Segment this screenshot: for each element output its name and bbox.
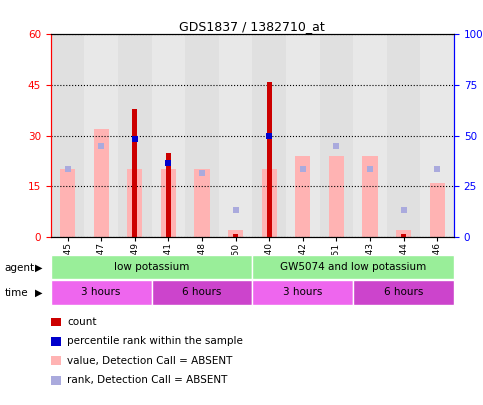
- Bar: [85, 34, 118, 237]
- Bar: [430, 183, 445, 237]
- Text: ▶: ▶: [35, 263, 43, 273]
- Text: low potassium: low potassium: [114, 262, 189, 272]
- Title: GDS1837 / 1382710_at: GDS1837 / 1382710_at: [180, 20, 325, 33]
- Bar: [253, 255, 454, 279]
- Bar: [118, 34, 152, 237]
- Bar: [353, 34, 387, 237]
- Bar: [152, 34, 185, 237]
- Bar: [132, 109, 137, 237]
- Text: 3 hours: 3 hours: [82, 288, 121, 297]
- Bar: [329, 156, 344, 237]
- Bar: [166, 153, 171, 237]
- Text: percentile rank within the sample: percentile rank within the sample: [67, 337, 243, 346]
- Bar: [396, 230, 411, 237]
- Bar: [51, 255, 253, 279]
- Text: rank, Detection Call = ABSENT: rank, Detection Call = ABSENT: [67, 375, 227, 385]
- Bar: [387, 34, 420, 237]
- Bar: [420, 34, 454, 237]
- Bar: [233, 234, 238, 237]
- Bar: [295, 156, 311, 237]
- Bar: [253, 280, 353, 305]
- Bar: [194, 169, 210, 237]
- Bar: [228, 230, 243, 237]
- Text: 6 hours: 6 hours: [182, 288, 222, 297]
- Bar: [94, 129, 109, 237]
- Text: 3 hours: 3 hours: [283, 288, 323, 297]
- Bar: [267, 82, 272, 237]
- Text: time: time: [5, 288, 28, 298]
- Text: 6 hours: 6 hours: [384, 288, 423, 297]
- Bar: [219, 34, 253, 237]
- Bar: [401, 234, 406, 237]
- Bar: [152, 280, 253, 305]
- Bar: [253, 34, 286, 237]
- Bar: [320, 34, 353, 237]
- Bar: [286, 34, 320, 237]
- Bar: [51, 34, 85, 237]
- Text: count: count: [67, 317, 97, 327]
- Text: ▶: ▶: [35, 288, 43, 298]
- Bar: [362, 156, 378, 237]
- Bar: [161, 169, 176, 237]
- Text: GW5074 and low potassium: GW5074 and low potassium: [280, 262, 426, 272]
- Text: value, Detection Call = ABSENT: value, Detection Call = ABSENT: [67, 356, 232, 366]
- Bar: [185, 34, 219, 237]
- Bar: [51, 280, 152, 305]
- Bar: [353, 280, 454, 305]
- Bar: [60, 169, 75, 237]
- Bar: [127, 169, 142, 237]
- Bar: [262, 169, 277, 237]
- Text: agent: agent: [5, 263, 35, 273]
